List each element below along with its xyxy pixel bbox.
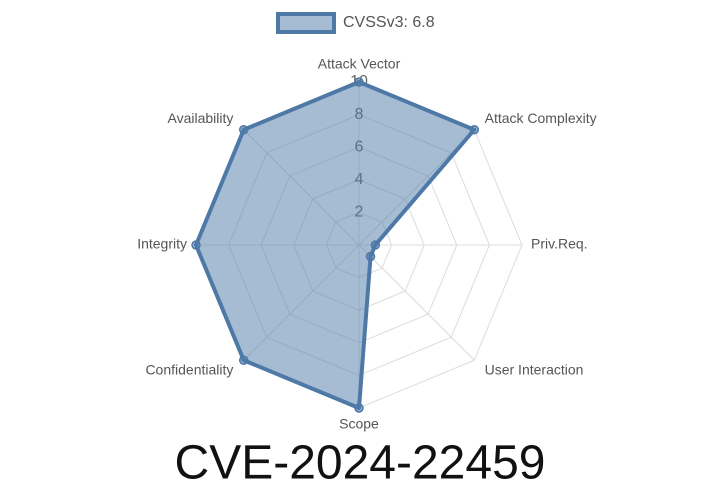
- data-point: [469, 124, 480, 135]
- data-point: [238, 124, 249, 135]
- chart-title: CVE-2024-22459: [175, 437, 546, 490]
- data-point: [191, 240, 201, 250]
- data-point: [354, 77, 364, 87]
- axis-label: Availability: [167, 110, 233, 126]
- axis-label: Priv.Req.: [531, 236, 588, 252]
- axis-label: Confidentiality: [145, 361, 233, 377]
- axis-spoke: [358, 244, 475, 361]
- data-point: [354, 403, 364, 413]
- axis-label: Attack Vector: [318, 56, 401, 72]
- axis-label: Scope: [339, 416, 379, 432]
- axis-label: User Interaction: [485, 361, 584, 377]
- data-point: [365, 251, 376, 262]
- axis-label: Integrity: [137, 236, 187, 252]
- data-point: [370, 240, 381, 250]
- data-point: [238, 355, 249, 366]
- axis-label: Attack Complexity: [485, 110, 597, 126]
- legend-swatch: [276, 12, 336, 34]
- legend-label: CVSSv3: 6.8: [343, 14, 435, 31]
